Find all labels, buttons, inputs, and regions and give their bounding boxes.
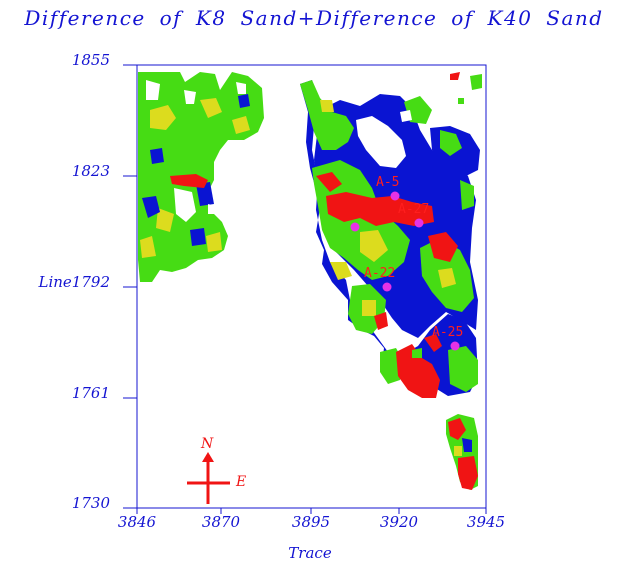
well-markers: A-5 A-27 A-22 A-25 <box>350 175 463 351</box>
well-a27-label: A-27 <box>398 202 429 217</box>
well-marker <box>350 222 360 232</box>
x-axis-title: Trace <box>288 544 332 562</box>
x-axis-ticks <box>136 508 487 514</box>
compass-east-label: E <box>235 474 246 490</box>
x-tick-label: 3846 <box>117 513 157 531</box>
y-tick-label: 1823 <box>71 162 110 180</box>
x-tick-label: 3895 <box>291 513 331 531</box>
east-anomaly-body <box>300 80 480 398</box>
x-tick-label: 3945 <box>466 513 506 531</box>
well-a25-marker <box>450 341 460 351</box>
well-a27-marker <box>414 218 424 228</box>
well-a22-marker <box>382 282 392 292</box>
southeast-tail <box>446 414 478 490</box>
well-a5-marker <box>390 191 400 201</box>
y-tick-label: Line1792 <box>38 273 110 291</box>
west-anomaly-cluster <box>138 72 264 282</box>
x-tick-label: 3920 <box>379 513 419 531</box>
well-a22-label: A-22 <box>364 266 395 281</box>
y-tick-label: 1855 <box>71 51 110 69</box>
x-tick-label: 3870 <box>201 513 241 531</box>
map-title: Difference of K8 Sand+Difference of K40 … <box>24 6 604 30</box>
compass-north-label: N <box>200 436 214 452</box>
compass-rose: N E <box>187 436 246 504</box>
small-outliers <box>412 72 482 358</box>
well-a25-label: A-25 <box>432 325 463 340</box>
y-tick-label: 1761 <box>71 384 110 402</box>
well-a5-label: A-5 <box>376 175 399 190</box>
y-axis-ticks <box>123 64 137 509</box>
north-arrow-icon <box>202 452 214 462</box>
y-tick-label: 1730 <box>71 494 110 512</box>
